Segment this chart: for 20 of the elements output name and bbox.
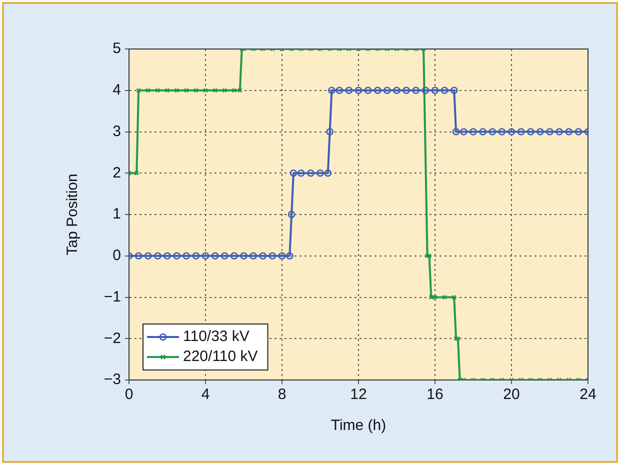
x-tick-label: 8 xyxy=(278,386,286,404)
x-tick-label: 12 xyxy=(350,386,367,404)
x-tick-label: 20 xyxy=(503,386,520,404)
x-axis-title: Time (h) xyxy=(330,417,386,434)
y-tick-label: 0 xyxy=(112,247,121,264)
y-tick-label: 2 xyxy=(112,164,121,182)
legend-label: 220/110 kV xyxy=(183,348,258,366)
x-tick-label: 0 xyxy=(124,386,134,404)
y-axis-title: Tap Position xyxy=(64,174,82,256)
y-tick-label: −1 xyxy=(104,288,121,306)
y-tick-label: 4 xyxy=(112,82,121,99)
x-tick-label: 16 xyxy=(426,386,444,404)
y-tick-label: −2 xyxy=(104,330,121,347)
y-tick-label: 1 xyxy=(112,206,121,223)
x-tick-label: 24 xyxy=(580,386,596,404)
y-tick-label: 5 xyxy=(112,40,121,58)
y-tick-label: −3 xyxy=(104,371,121,388)
legend-label: 110/33 kV xyxy=(183,328,250,346)
y-tick-label: 3 xyxy=(112,122,121,140)
x-tick-label: 4 xyxy=(201,386,210,404)
